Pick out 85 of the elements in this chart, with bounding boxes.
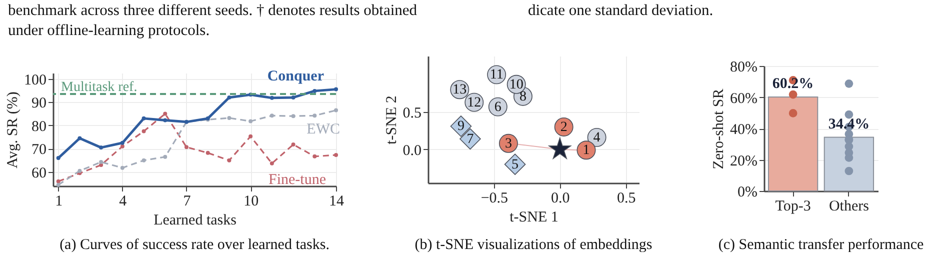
point <box>142 129 146 134</box>
data-label: 60.2% <box>772 76 814 92</box>
y-axis-title: Zero-shot SR <box>711 88 728 170</box>
annotation: 5 <box>512 157 519 172</box>
x-tick-label: 0.0 <box>551 190 570 206</box>
point <box>227 116 232 120</box>
point <box>334 153 338 158</box>
annotation: 10 <box>509 77 524 92</box>
y-tick-label: 80% <box>730 60 758 76</box>
annotation: 13 <box>452 82 467 98</box>
text: (c) Semantic transfer performance <box>718 237 924 253</box>
point <box>56 179 60 184</box>
point <box>312 114 317 118</box>
point <box>334 108 338 112</box>
point <box>227 95 232 100</box>
annotation: 7 <box>466 132 474 147</box>
series-label: EWC <box>306 121 340 138</box>
x-tick-label: 4 <box>119 194 128 210</box>
series-label: Fine-tune <box>268 172 326 188</box>
y-tick-label: 100 <box>24 72 46 88</box>
annotation: 1 <box>582 143 590 158</box>
point <box>312 88 317 93</box>
y-axis-title: Avg. SR (%) <box>5 92 21 168</box>
point <box>548 138 572 160</box>
series-label: Conquer <box>267 68 324 84</box>
x-tick-label: 14 <box>329 194 344 210</box>
y-tick-label: 80 <box>32 118 46 135</box>
point <box>206 150 210 155</box>
point <box>312 154 317 158</box>
annotation: 11 <box>490 68 504 83</box>
point <box>163 154 168 159</box>
point <box>270 161 274 166</box>
ref-line-label: Multitask ref. <box>61 80 138 95</box>
point <box>270 114 274 118</box>
point <box>291 95 296 100</box>
annotation: 6 <box>494 100 502 115</box>
x-tick-label: 1 <box>55 194 63 210</box>
x-tick-label: 0.5 <box>616 190 636 206</box>
y-tick-label: 90 <box>32 96 46 112</box>
x-tick-label: Top-3 <box>775 198 811 214</box>
point <box>291 142 296 147</box>
annotation: 12 <box>467 95 482 110</box>
x-axis-title: Learned tasks <box>154 212 237 228</box>
y-tick-label: 40% <box>730 122 758 138</box>
annotation: 9 <box>457 119 464 134</box>
x-tick-label: 10 <box>244 194 259 210</box>
point <box>142 116 146 120</box>
point <box>270 96 274 100</box>
annotation: 4 <box>593 130 600 146</box>
data-label: 34.4% <box>828 116 870 132</box>
x-tick-label: −0.5 <box>480 190 508 206</box>
x-axis-title: t-SNE 1 <box>510 210 558 226</box>
text: benchmark across three different seeds. † denotes results obtained <box>8 2 418 20</box>
text: dicate one standard deviation. <box>528 2 714 20</box>
y-tick-label: 0% <box>738 184 758 200</box>
point <box>78 168 82 173</box>
point <box>56 182 60 187</box>
y-axis-title: t-SNE 2 <box>384 96 400 144</box>
point <box>99 160 104 164</box>
point <box>184 145 188 150</box>
annotation: 2 <box>560 120 568 135</box>
point <box>120 144 124 148</box>
y-tick-label: 20% <box>730 153 758 170</box>
point <box>120 140 124 145</box>
point <box>163 112 168 116</box>
x-tick-label: 7 <box>183 194 192 210</box>
point <box>56 156 60 160</box>
point <box>334 87 338 92</box>
y-tick-label: 60 <box>32 166 46 182</box>
point <box>99 146 104 150</box>
text: (b) t-SNE visualizations of embeddings <box>414 237 652 253</box>
point <box>248 134 253 138</box>
text: under offline-learning protocols. <box>8 22 210 40</box>
y-tick-label: 60% <box>730 90 758 107</box>
point <box>227 158 232 162</box>
point <box>120 166 124 170</box>
point <box>78 136 82 140</box>
y-tick-label: 70 <box>32 142 46 158</box>
point <box>248 119 253 124</box>
text: (a) Curves of success rate over learned tasks. <box>60 237 330 253</box>
point <box>142 158 146 162</box>
point <box>291 114 296 118</box>
x-tick-label: Others <box>828 198 870 214</box>
point <box>163 118 168 122</box>
annotation: 3 <box>504 136 512 152</box>
